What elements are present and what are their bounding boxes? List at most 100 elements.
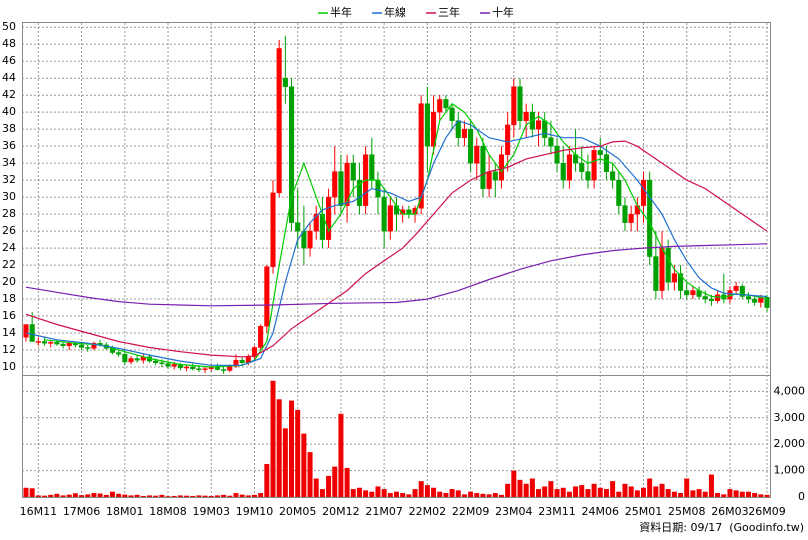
- y-tick-label: 46: [2, 54, 16, 67]
- candle-body: [566, 154, 572, 181]
- x-tick-label: 18M08: [149, 505, 187, 518]
- candle-body: [739, 286, 745, 297]
- volume-bar: [573, 486, 579, 497]
- y-tick-label: 44: [2, 71, 16, 84]
- candle-body: [350, 162, 356, 181]
- volume-bar: [579, 485, 585, 497]
- legend-label: 十年: [492, 5, 514, 19]
- y-tick-label: 28: [2, 207, 16, 220]
- volume-bar: [48, 494, 54, 497]
- volume-bar: [406, 494, 412, 497]
- y2-tick-label: 1,000: [774, 464, 806, 477]
- volume-bar: [554, 489, 560, 497]
- volume-bar: [721, 494, 727, 497]
- candle-body: [326, 196, 332, 240]
- volume-bar: [356, 487, 362, 497]
- candle-body: [665, 247, 671, 283]
- candle-body: [159, 362, 165, 365]
- y-tick-label: 16: [2, 309, 16, 322]
- x-tick-label: 20M05: [279, 505, 317, 518]
- y-tick-label: 32: [2, 173, 16, 186]
- volume-bar: [196, 495, 202, 497]
- volume-bar: [289, 400, 295, 497]
- volume-bar: [338, 413, 344, 497]
- candle-body: [153, 360, 159, 364]
- volume-bar: [505, 483, 511, 497]
- volume-bar: [369, 491, 375, 497]
- volume-bar: [764, 494, 770, 497]
- candle-body: [733, 286, 739, 291]
- candle-body: [647, 179, 653, 257]
- y-tick-label: 36: [2, 139, 16, 152]
- x-tick-label: 18M01: [106, 505, 144, 518]
- y-tick-label: 38: [2, 122, 16, 135]
- volume-bar: [659, 483, 665, 497]
- candle-body: [474, 145, 480, 164]
- candle-body: [511, 86, 517, 126]
- candle-body: [659, 247, 665, 291]
- candle-body: [313, 213, 319, 232]
- volume-bar: [140, 495, 146, 497]
- volume-bar: [517, 479, 523, 497]
- volume-bar: [560, 487, 566, 497]
- volume-bar: [375, 486, 381, 497]
- volume-bar: [424, 485, 430, 497]
- volume-bar: [597, 487, 603, 497]
- x-tick-label: 19M03: [193, 505, 231, 518]
- volume-bar: [678, 493, 684, 497]
- candle-body: [165, 363, 171, 367]
- candle-body: [640, 179, 647, 206]
- y-tick-label: 14: [2, 326, 16, 339]
- volume-bar: [239, 494, 245, 497]
- y-tick-label: 40: [2, 105, 16, 118]
- volume-bar: [184, 495, 190, 497]
- volume-bar: [344, 467, 350, 497]
- candle-body: [585, 171, 591, 181]
- candle-body: [48, 342, 54, 344]
- x-tick-label: 20M12: [322, 505, 360, 518]
- volume-bar: [159, 494, 165, 497]
- volume-bar: [486, 494, 492, 497]
- volume-bar: [282, 428, 288, 497]
- y-tick-label: 48: [2, 37, 16, 50]
- candle-body: [344, 162, 350, 206]
- volume-bar: [480, 493, 486, 497]
- volume-bar: [97, 493, 103, 497]
- volume-bar: [171, 495, 177, 497]
- candle-body: [498, 154, 505, 181]
- candle-body: [542, 120, 548, 138]
- candle-body: [671, 273, 677, 283]
- volume-bar: [208, 495, 214, 497]
- y2-tick-label: 2,000: [774, 437, 806, 450]
- volume-bar: [332, 466, 338, 497]
- candle-body: [239, 359, 245, 364]
- legend-label: 三年: [438, 5, 460, 19]
- volume-bar: [474, 493, 480, 497]
- volume-bar: [523, 483, 529, 497]
- volume-bar: [431, 487, 437, 497]
- volume-bar: [42, 495, 48, 497]
- volume-bar: [363, 490, 369, 497]
- volume-bar: [79, 495, 85, 497]
- y-tick-label: 50: [2, 20, 16, 33]
- volume-bar: [536, 489, 542, 497]
- candle-body: [486, 171, 492, 189]
- candle-body: [41, 341, 48, 344]
- legend-label: 年線: [384, 5, 406, 19]
- volume-bar: [733, 490, 739, 497]
- volume-bar: [758, 494, 764, 497]
- y-tick-label: 34: [2, 156, 16, 169]
- candle-body: [35, 341, 41, 343]
- volume-bar: [394, 491, 399, 497]
- candle-body: [443, 99, 449, 109]
- volume-bar: [319, 489, 325, 497]
- candle-body: [171, 364, 177, 367]
- y2-tick-label: 4,000: [774, 384, 806, 397]
- candle-body: [356, 179, 362, 206]
- volume-bar: [153, 495, 159, 497]
- candle-body: [603, 154, 610, 172]
- volume-bar: [60, 495, 66, 497]
- volume-bar: [165, 496, 171, 497]
